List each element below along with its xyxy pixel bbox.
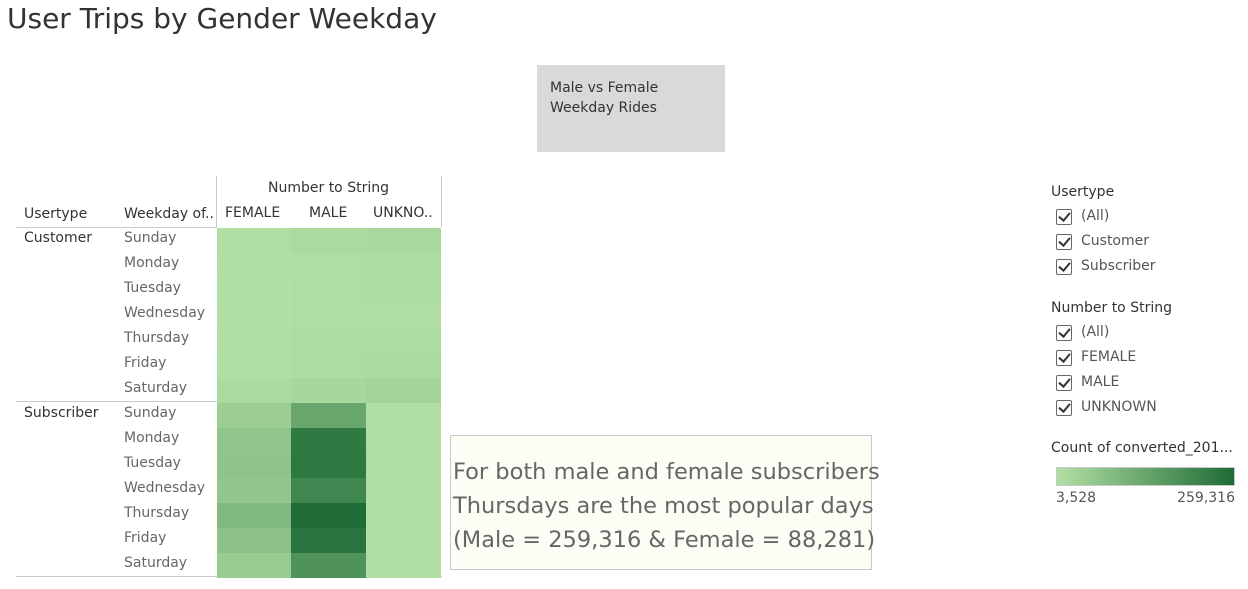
row-label-weekday: Friday bbox=[124, 355, 167, 371]
column-header-unknown[interactable]: UNKNO.. bbox=[373, 205, 433, 221]
filter-item-label: (All) bbox=[1081, 208, 1110, 224]
row-label-weekday: Thursday bbox=[124, 505, 190, 521]
heatmap-cell[interactable] bbox=[217, 303, 291, 328]
heatmap-cell[interactable] bbox=[291, 253, 366, 278]
group-divider bbox=[16, 401, 217, 402]
row-label-weekday: Wednesday bbox=[124, 305, 206, 321]
heatmap-cell[interactable] bbox=[217, 528, 291, 553]
usertype-filter-title: Usertype bbox=[1051, 184, 1115, 200]
checkbox-checked-icon[interactable] bbox=[1056, 400, 1072, 416]
heatmap-cell[interactable] bbox=[291, 378, 366, 403]
heatmap-cell[interactable] bbox=[366, 228, 441, 253]
row-label-weekday: Monday bbox=[124, 430, 180, 446]
filter-item-label: Customer bbox=[1081, 233, 1150, 249]
heatmap-cell[interactable] bbox=[366, 328, 441, 353]
caption-box: Male vs Female Weekday Rides bbox=[537, 65, 725, 152]
checkbox-checked-icon[interactable] bbox=[1056, 350, 1072, 366]
heatmap-cell[interactable] bbox=[366, 278, 441, 303]
heatmap-cell[interactable] bbox=[291, 428, 366, 453]
heatmap-cell[interactable] bbox=[366, 253, 441, 278]
heatmap-cell[interactable] bbox=[291, 228, 366, 253]
gender-filter-title: Number to String bbox=[1051, 300, 1172, 316]
row-label-usertype: Customer bbox=[24, 230, 93, 246]
row-label-weekday: Sunday bbox=[124, 405, 177, 421]
heatmap-cell[interactable] bbox=[291, 403, 366, 428]
checkbox-checked-icon[interactable] bbox=[1056, 375, 1072, 391]
heatmap-cell[interactable] bbox=[366, 403, 441, 428]
annotation-box: For both male and female subscribers Thu… bbox=[450, 435, 880, 570]
weekday-header[interactable]: Weekday of.. bbox=[124, 206, 214, 222]
heatmap-cell[interactable] bbox=[291, 503, 366, 528]
heatmap-cell[interactable] bbox=[291, 353, 366, 378]
row-label-weekday: Tuesday bbox=[124, 455, 181, 471]
heatmap-cell[interactable] bbox=[366, 528, 441, 553]
header-divider-left bbox=[216, 176, 217, 227]
annotation-line-3: (Male = 259,316 & Female = 88,281) bbox=[453, 527, 876, 553]
dashboard-title: User Trips by Gender Weekday bbox=[7, 2, 437, 35]
color-legend-max: 259,316 bbox=[1177, 490, 1235, 506]
column-header-female[interactable]: FEMALE bbox=[225, 205, 281, 221]
heatmap-cell[interactable] bbox=[291, 528, 366, 553]
row-label-weekday: Saturday bbox=[124, 380, 188, 396]
color-legend-gradient bbox=[1056, 467, 1235, 486]
annotation-line-2: Thursdays are the most popular days bbox=[453, 493, 874, 519]
filter-item-label: (All) bbox=[1081, 324, 1110, 340]
heatmap-cell[interactable] bbox=[366, 378, 441, 403]
heatmap-cell[interactable] bbox=[366, 353, 441, 378]
header-divider-right bbox=[441, 176, 442, 227]
caption-line-2: Weekday Rides bbox=[550, 100, 657, 116]
heatmap-cell[interactable] bbox=[366, 478, 441, 503]
column-header-male[interactable]: MALE bbox=[309, 205, 348, 221]
heatmap-cell[interactable] bbox=[217, 278, 291, 303]
heatmap-cell[interactable] bbox=[366, 453, 441, 478]
color-legend-min: 3,528 bbox=[1056, 490, 1097, 506]
row-label-weekday: Monday bbox=[124, 255, 180, 271]
heatmap-cell[interactable] bbox=[217, 228, 291, 253]
heatmap-cell[interactable] bbox=[366, 503, 441, 528]
heatmap-cell[interactable] bbox=[217, 403, 291, 428]
filter-item-label: UNKNOWN bbox=[1081, 399, 1157, 415]
header-bottom-rule bbox=[16, 227, 217, 228]
heatmap-cell[interactable] bbox=[291, 478, 366, 503]
heatmap-cell[interactable] bbox=[291, 553, 366, 578]
heatmap-cell[interactable] bbox=[217, 478, 291, 503]
heatmap-cell[interactable] bbox=[291, 278, 366, 303]
row-label-weekday: Sunday bbox=[124, 230, 177, 246]
heatmap-cell[interactable] bbox=[217, 328, 291, 353]
usertype-header: Usertype bbox=[24, 206, 88, 222]
row-label-weekday: Tuesday bbox=[124, 280, 181, 296]
checkbox-checked-icon[interactable] bbox=[1056, 209, 1072, 225]
checkbox-checked-icon[interactable] bbox=[1056, 234, 1072, 250]
filter-item-label: MALE bbox=[1081, 374, 1120, 390]
heatmap-cell[interactable] bbox=[217, 453, 291, 478]
heatmap-cell[interactable] bbox=[217, 503, 291, 528]
heatmap-cell[interactable] bbox=[291, 453, 366, 478]
row-label-weekday: Wednesday bbox=[124, 480, 206, 496]
row-label-weekday: Thursday bbox=[124, 330, 190, 346]
row-label-weekday: Friday bbox=[124, 530, 167, 546]
heatmap-cell[interactable] bbox=[291, 328, 366, 353]
annotation-line-1: For both male and female subscribers bbox=[453, 459, 880, 485]
column-group-header: Number to String bbox=[268, 180, 389, 196]
row-label-usertype: Subscriber bbox=[24, 405, 99, 421]
checkbox-checked-icon[interactable] bbox=[1056, 325, 1072, 341]
heatmap-cell[interactable] bbox=[217, 428, 291, 453]
filter-item-label: Subscriber bbox=[1081, 258, 1156, 274]
caption-line-1: Male vs Female bbox=[550, 80, 659, 96]
heatmap-cell[interactable] bbox=[217, 553, 291, 578]
checkbox-checked-icon[interactable] bbox=[1056, 259, 1072, 275]
heatmap-cell[interactable] bbox=[217, 353, 291, 378]
heatmap-cell[interactable] bbox=[291, 303, 366, 328]
heatmap-cell[interactable] bbox=[217, 253, 291, 278]
heatmap-cell[interactable] bbox=[366, 553, 441, 578]
heatmap-cell[interactable] bbox=[217, 378, 291, 403]
filter-item-label: FEMALE bbox=[1081, 349, 1137, 365]
row-label-weekday: Saturday bbox=[124, 555, 188, 571]
heatmap-cell[interactable] bbox=[366, 428, 441, 453]
color-legend-title: Count of converted_201... bbox=[1051, 440, 1233, 456]
heatmap-cell[interactable] bbox=[366, 303, 441, 328]
